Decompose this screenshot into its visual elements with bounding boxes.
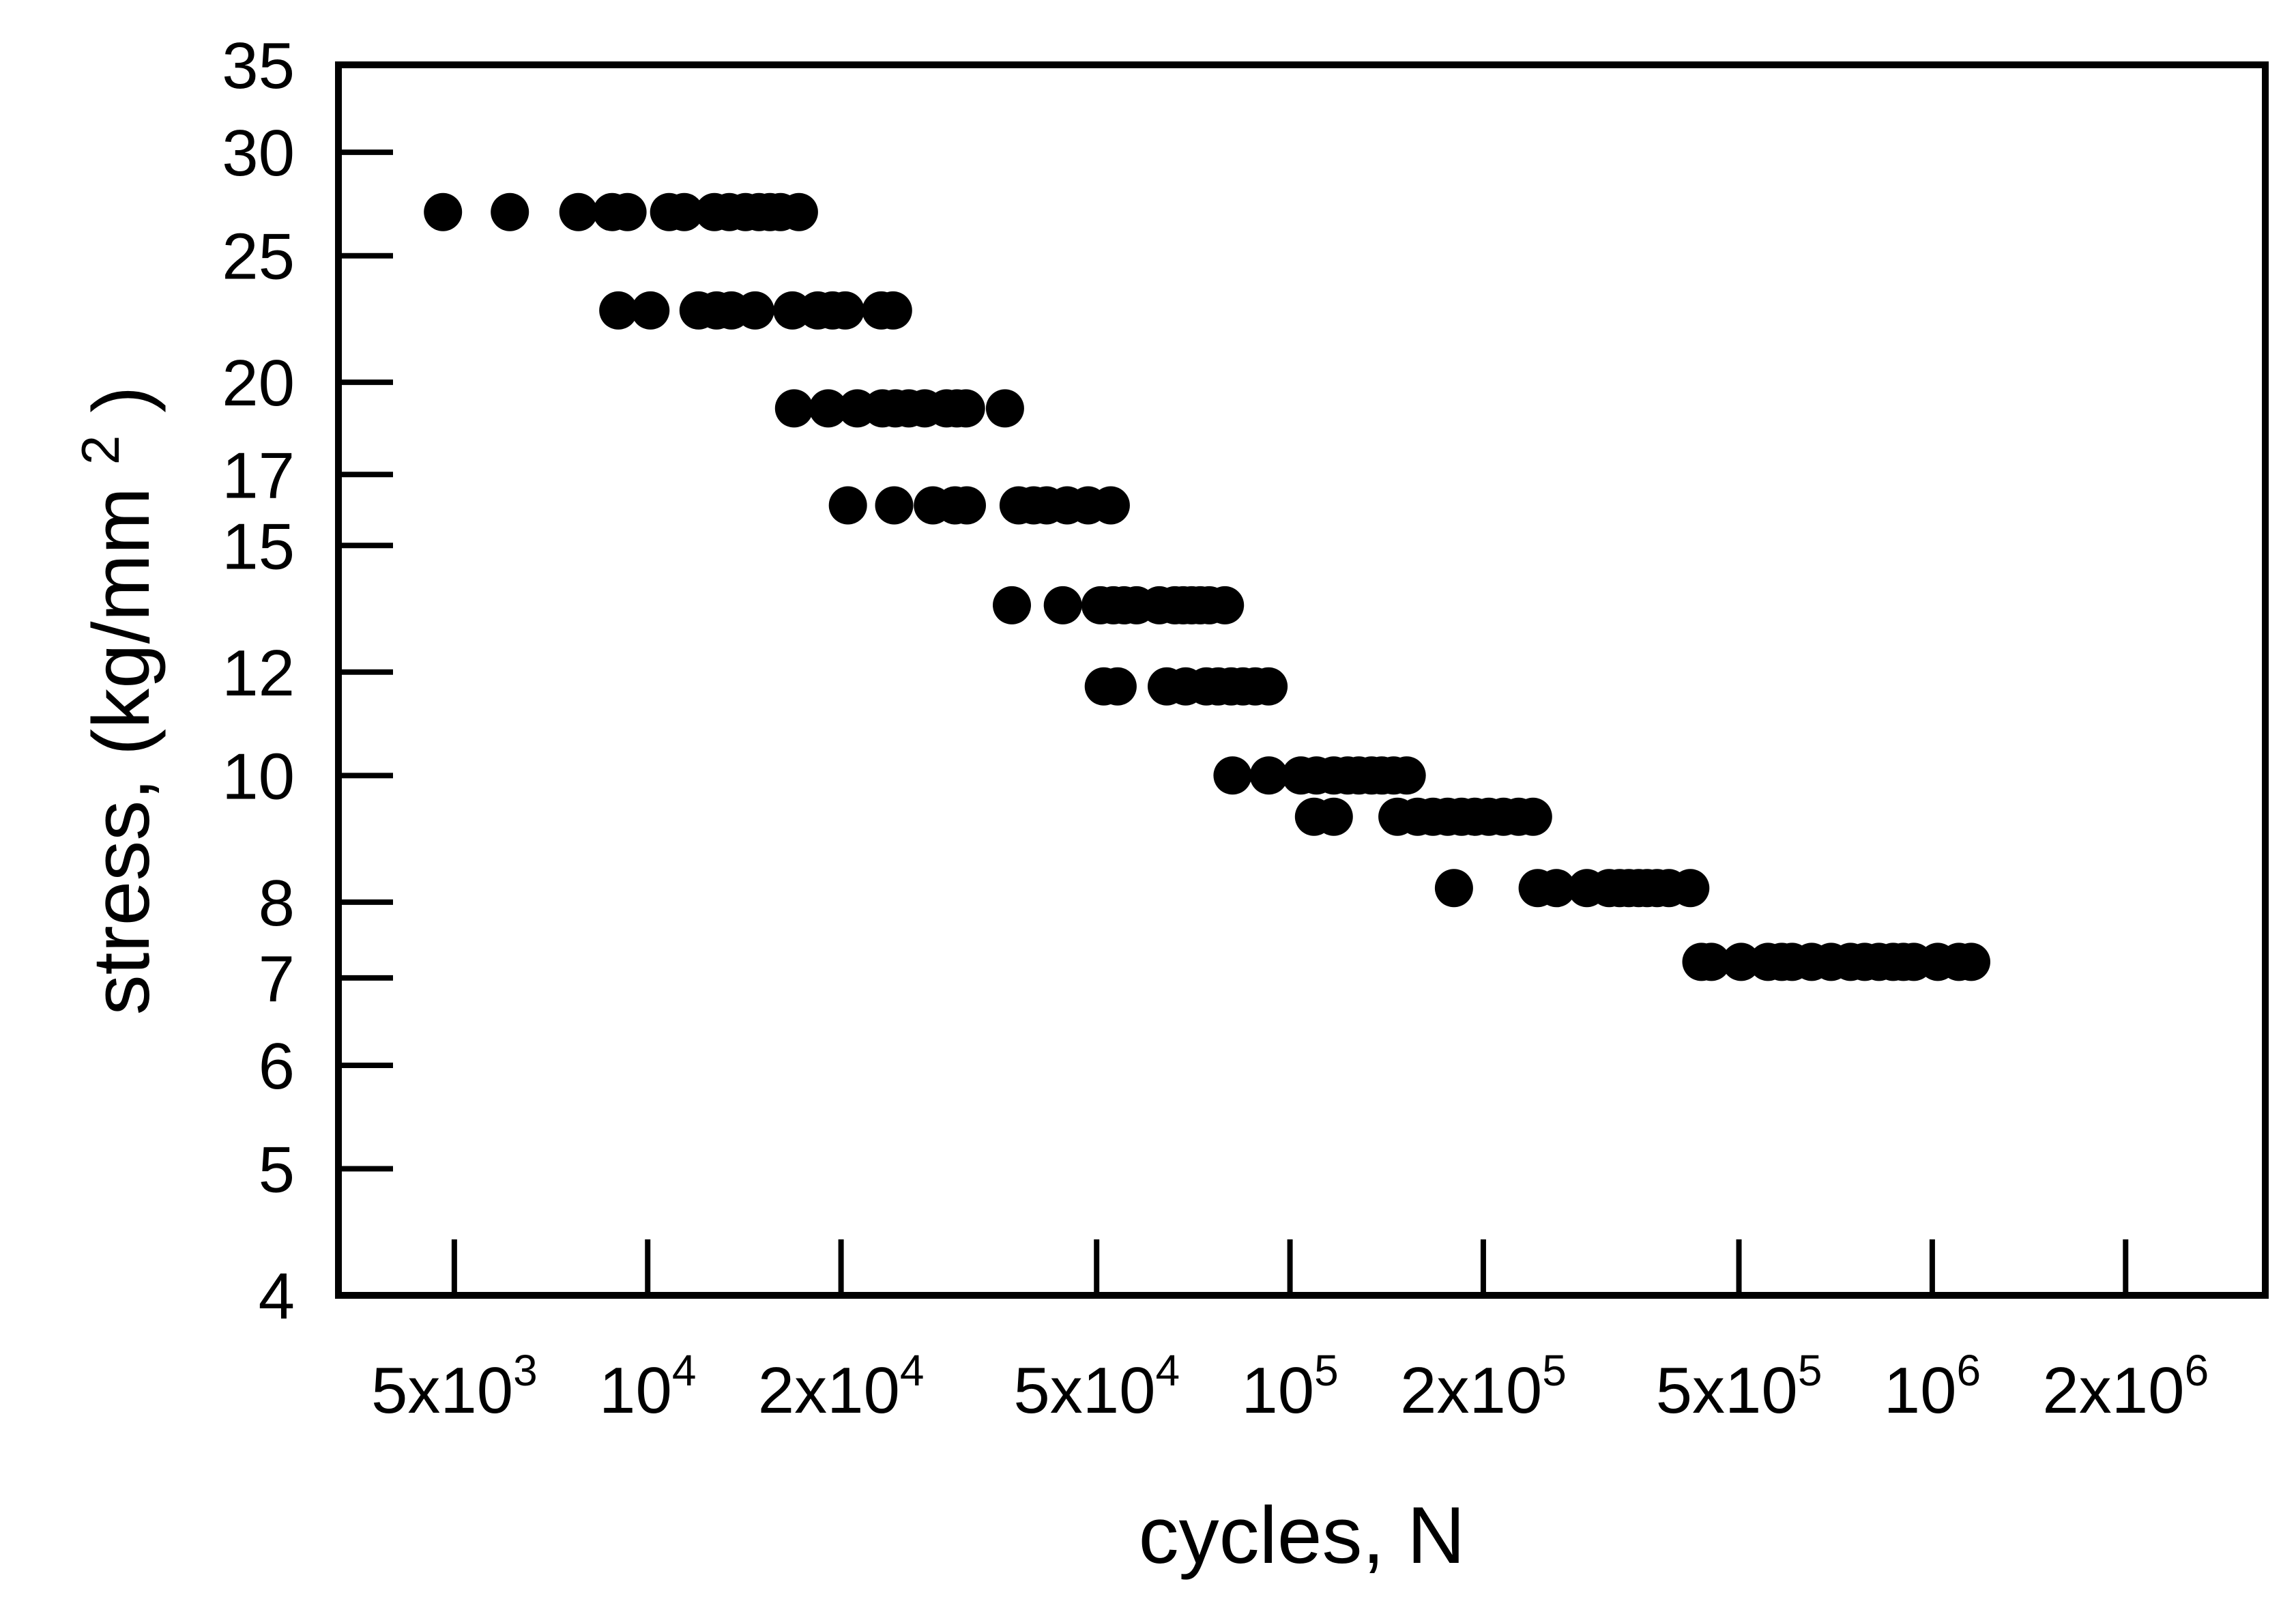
x-tick-label-base: 5x10: [1013, 1354, 1155, 1427]
x-tick-label-base: 2x10: [758, 1354, 900, 1427]
y-axis-title-unit: (kg/mm: [76, 487, 166, 756]
x-tick-label-base: 2x10: [2042, 1354, 2184, 1427]
data-point: [491, 192, 529, 231]
y-tick-label: 4: [259, 1260, 295, 1333]
y-tick-label: 8: [259, 867, 295, 940]
data-point: [424, 192, 463, 231]
data-point: [1091, 486, 1130, 525]
x-axis-title: cycles, N: [1139, 1491, 1466, 1581]
x-tick-label: 5x105: [1656, 1346, 1822, 1427]
data-point: [1952, 943, 1990, 981]
x-tick-label: 5x104: [1013, 1346, 1180, 1427]
data-point: [736, 291, 774, 330]
y-tick-label: 35: [222, 29, 295, 102]
x-tick-label-base: 2x10: [1400, 1354, 1542, 1427]
y-tick-label: 17: [222, 439, 295, 512]
data-point: [665, 192, 703, 231]
data-points: [424, 192, 1990, 981]
data-point: [1249, 667, 1288, 706]
data-point: [1206, 586, 1245, 624]
y-axis-title: stress, (kg/mm 2 ): [46, 386, 166, 1016]
x-tick-label-exponent: 5: [1798, 1346, 1822, 1395]
data-point: [1671, 869, 1710, 908]
y-tick-label: 15: [222, 510, 295, 583]
x-tick-label-exponent: 4: [900, 1346, 925, 1395]
data-point: [873, 291, 912, 330]
data-point: [1098, 667, 1137, 706]
data-point: [1692, 943, 1731, 981]
x-tick-label: 2x105: [1400, 1346, 1567, 1427]
data-point: [1434, 869, 1473, 908]
x-tick-label: 2x106: [2042, 1346, 2209, 1427]
y-axis-title-unit-exponent: 2: [70, 435, 130, 465]
y-tick-label: 6: [259, 1030, 295, 1103]
data-point: [631, 291, 670, 330]
y-tick-label: 10: [222, 740, 295, 813]
data-point: [1537, 869, 1576, 908]
x-tick-label: 104: [599, 1346, 696, 1427]
x-tick-label-base: 10: [599, 1354, 672, 1427]
x-tick-label-base: 10: [1241, 1354, 1314, 1427]
x-axis-ticks: 5x103 104 2x104 5x104 105 2x105 5x105 106 2x106: [371, 1239, 2209, 1427]
plot-area-frame: [335, 61, 2269, 1299]
y-axis-title-prefix: stress,: [76, 756, 166, 1015]
x-tick-label-exponent: 5: [1542, 1346, 1567, 1395]
data-point: [875, 486, 914, 525]
x-tick-label-base: 5x10: [1656, 1354, 1798, 1427]
data-point: [826, 291, 864, 330]
data-point: [1249, 756, 1288, 795]
data-point: [809, 389, 847, 428]
data-point: [1314, 797, 1353, 836]
data-point: [948, 486, 986, 525]
y-tick-label: 25: [222, 220, 295, 293]
x-tick-label: 105: [1241, 1346, 1338, 1427]
data-point: [1387, 756, 1426, 795]
x-tick-label-exponent: 3: [513, 1346, 538, 1395]
x-tick-label-base: 5x10: [371, 1354, 513, 1427]
data-point: [774, 389, 813, 428]
y-tick-label: 5: [259, 1134, 295, 1207]
x-tick-label: 5x103: [371, 1346, 538, 1427]
data-point: [1213, 756, 1252, 795]
data-point: [946, 389, 985, 428]
y-tick-label: 7: [259, 943, 295, 1016]
data-point: [599, 291, 638, 330]
data-point: [993, 586, 1031, 624]
data-point: [559, 192, 598, 231]
data-point: [1513, 797, 1552, 836]
y-axis-title-unit-close: ): [76, 386, 166, 413]
x-tick-label-exponent: 6: [1956, 1346, 1981, 1395]
y-tick-label: 20: [222, 347, 295, 420]
data-point: [608, 192, 647, 231]
x-tick-label-exponent: 4: [672, 1346, 697, 1395]
x-tick-label: 2x104: [758, 1346, 925, 1427]
y-tick-label: 12: [222, 637, 295, 710]
svg-text:stress,: stress, (kg/mm 2 ): [46, 386, 166, 1016]
x-tick-label-exponent: 5: [1314, 1346, 1339, 1395]
data-point: [828, 486, 867, 525]
data-point: [1721, 943, 1760, 981]
data-point: [1043, 586, 1082, 624]
x-tick-label-base: 10: [1884, 1354, 1957, 1427]
x-tick-label: 106: [1884, 1346, 1981, 1427]
data-point: [779, 192, 818, 231]
data-point: [985, 389, 1024, 428]
y-tick-label: 30: [222, 117, 295, 190]
x-tick-label-exponent: 4: [1155, 1346, 1180, 1395]
x-tick-label-exponent: 6: [2185, 1346, 2209, 1395]
